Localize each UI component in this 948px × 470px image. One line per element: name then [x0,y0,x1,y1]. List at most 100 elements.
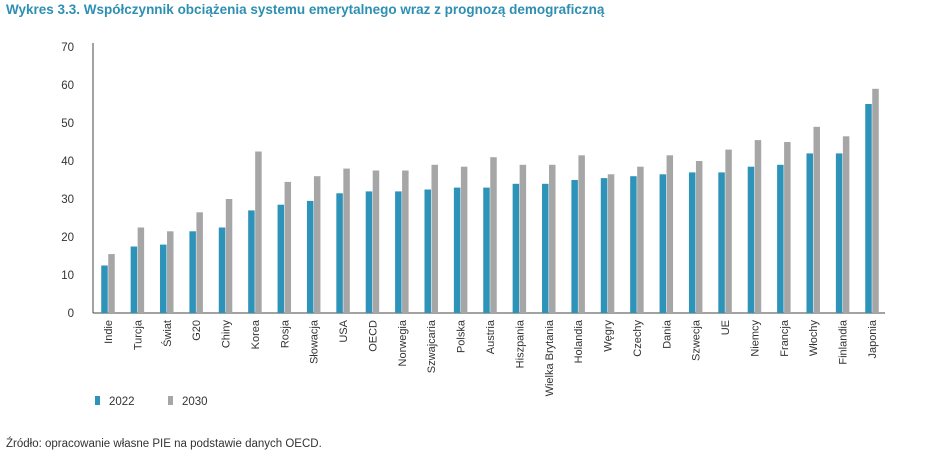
bar-2022 [395,191,402,313]
bar-2022 [453,187,461,313]
bar-2022 [130,246,138,313]
bar-2030 [372,170,380,313]
bar-2030 [784,142,791,313]
bar-2022 [101,265,108,313]
x-tick-label: Niemcy [749,320,761,357]
bar-2030 [872,88,879,313]
x-tick-label: Hiszpania [514,319,526,368]
bar-2022 [306,200,314,313]
y-tick-label: 20 [61,232,74,244]
bar-2022 [777,164,784,313]
y-axis: 0 10 20 30 40 50 60 70 [61,42,885,320]
y-tick-label: 0 [68,308,74,320]
chart-title: Wykres 3.3. Współczynnik obciążenia syst… [6,2,605,17]
x-tick-label: Indie [103,320,115,344]
bar-2030 [725,149,732,313]
y-tick-label: 10 [61,270,74,282]
bar-2022 [424,189,431,313]
x-tick-label: Wielka Brytania [544,319,556,396]
bar-2022 [542,183,549,313]
bar-2022 [806,153,813,313]
legend-swatch-2030 [168,396,173,405]
bar-2030 [167,231,174,313]
bar-2030 [196,212,203,313]
bar-2022 [747,166,755,313]
bar-2030 [637,166,644,313]
source-note: Źródło: opracowanie własne PIE na podsta… [6,438,322,450]
bar-2030 [313,176,321,313]
legend-label-2030: 2030 [182,396,208,408]
bar-2022 [189,231,196,313]
y-tick-label: 30 [61,194,74,206]
x-tick-label: Dania [661,319,673,349]
x-tick-label: Chiny [221,320,233,349]
x-tick-label: Korea [250,319,262,349]
x-tick-label: USA [338,319,350,342]
bar-2022 [365,191,373,313]
x-tick-label: Słowacja [309,319,321,364]
x-tick-label: Norwegia [397,319,409,366]
bar-2022 [688,172,696,313]
bar-2030 [813,126,820,313]
x-tick-label: Francja [779,319,791,357]
x-tick-label: Holandia [573,319,585,363]
x-tick-label: Szwajcaria [426,319,438,373]
bar-2030 [108,254,115,313]
bar-2030 [490,157,497,313]
bars [101,88,879,313]
x-tick-label: Węgry [603,320,615,352]
bar-2030 [137,227,145,313]
bar-2022 [571,180,578,313]
x-tick-label: Polska [456,319,468,353]
x-tick-label: Finlandia [838,319,850,365]
x-tick-label: Włochy [808,320,820,357]
x-tick-label: Szwecja [691,319,703,361]
legend-label-2022: 2022 [109,396,135,408]
bar-2030 [842,136,850,313]
y-tick-label: 40 [61,156,74,168]
bar-2022 [277,204,285,313]
legend-swatch-2022 [95,396,100,405]
bar-2022 [336,193,343,313]
bar-2022 [659,174,667,313]
bar-2030 [519,164,527,313]
bar-2030 [549,164,556,313]
bar-2030 [255,151,262,313]
bar-2030 [431,164,438,313]
x-tick-label: OECD [367,320,379,352]
x-tick-label: Turcja [132,319,144,350]
bar-2022 [835,153,843,313]
bar-2030 [225,199,233,313]
bar-2030 [460,166,468,313]
bar-2022 [718,172,725,313]
bar-2022 [630,176,637,313]
bar-2030 [754,140,762,313]
bar-2030 [666,155,674,313]
bar-2022 [600,178,608,313]
x-axis-labels: Indie Turcja Świat G20 Chiny Korea Rosja Słowac… [103,319,879,396]
bar-2030 [695,161,703,313]
bar-2022 [160,244,167,313]
x-tick-label: Japonia [867,319,879,358]
y-tick-label: 70 [61,42,74,54]
x-tick-label: G20 [191,320,203,341]
y-tick-label: 60 [61,80,74,92]
x-tick-label: UE [720,320,732,335]
x-tick-label: Świat [161,320,174,347]
legend: 2022 2030 [95,396,208,408]
x-tick-label: Czechy [632,320,644,357]
bar-2030 [284,181,292,313]
x-tick-label: Rosja [279,319,291,348]
bar-2022 [865,104,872,313]
x-tick-label: Austria [485,319,497,354]
bar-2022 [512,183,520,313]
bar-2030 [402,170,409,313]
bar-2030 [607,174,615,313]
y-tick-label: 50 [61,118,74,130]
bar-2022 [218,227,226,313]
bar-2022 [483,187,490,313]
bar-2030 [343,168,350,313]
bar-2030 [578,155,585,313]
bar-2022 [248,210,255,313]
